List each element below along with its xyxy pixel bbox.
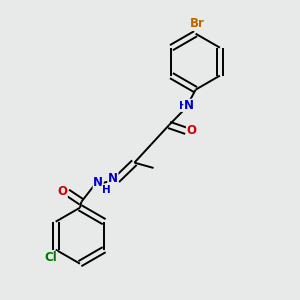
Text: O: O [57, 185, 67, 198]
Text: N: N [108, 172, 118, 185]
Text: N: N [184, 99, 194, 112]
Text: N: N [93, 176, 103, 189]
Text: Br: Br [190, 17, 205, 31]
Text: H: H [102, 185, 111, 195]
Text: H: H [178, 101, 188, 111]
Text: Cl: Cl [44, 251, 57, 264]
Text: O: O [187, 124, 196, 137]
